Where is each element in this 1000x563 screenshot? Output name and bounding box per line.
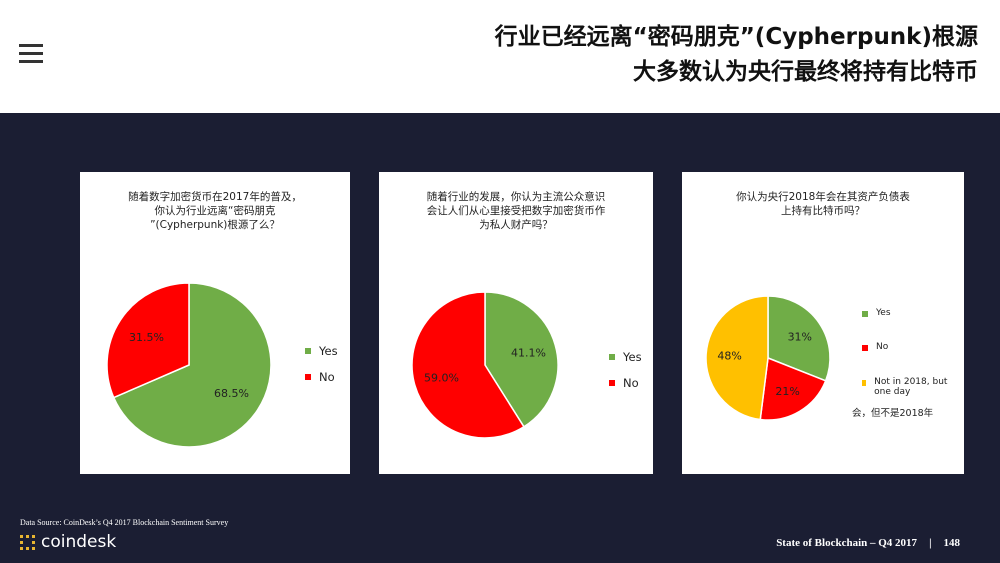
page-number: 148 <box>943 537 961 549</box>
pie-chart: 68.5% 31.5% <box>106 282 272 448</box>
separator: | <box>929 537 932 549</box>
coindesk-logo: coindesk <box>20 532 116 552</box>
title-line-1: 行业已经远离“密码朋克”(Cypherpunk)根源 <box>494 24 978 50</box>
question-line: 你认为行业远离“密码朋克 <box>154 205 276 217</box>
slide-header: 行业已经远离“密码朋克”(Cypherpunk)根源 大多数认为央行最终将持有比… <box>0 0 1000 113</box>
legend-item: Not in 2018, but one day <box>862 377 952 397</box>
legend-item: Yes <box>862 308 952 318</box>
legend-item: No <box>305 370 335 384</box>
pie-slice-no <box>106 282 190 399</box>
legend-swatch <box>305 374 311 380</box>
question-line: 为私人财产吗？ <box>479 219 553 231</box>
legend-swatch <box>862 345 868 351</box>
coindesk-logo-icon <box>20 534 35 550</box>
hamburger-menu-icon[interactable] <box>19 44 43 64</box>
report-name: State of Blockchain – Q4 2017 <box>776 537 918 549</box>
data-label: 31.5% <box>129 331 164 344</box>
question-line: 随着数字加密货币在2017年的普及， <box>128 191 302 203</box>
legend-swatch <box>862 311 868 317</box>
data-label: 48% <box>717 350 741 363</box>
legend-swatch <box>862 380 867 386</box>
legend-label: Not in 2018, but one day <box>874 377 948 397</box>
chart-card-cypherpunk: 随着数字加密货币在2017年的普及， 你认为行业远离“密码朋克 ”(Cypherpu… <box>80 172 350 474</box>
legend-item: Yes <box>609 350 642 364</box>
pie-chart: 41.1% 59.0% <box>411 291 559 439</box>
pie-slice-no <box>411 291 525 439</box>
pie-chart: 31% 21% 48% <box>705 295 831 421</box>
data-label: 31% <box>788 330 812 343</box>
data-label: 41.1% <box>511 346 546 359</box>
legend-annotation: 会，但不是2018年 <box>852 408 934 419</box>
question-line: 随着行业的发展，你认为主流公众意识 <box>426 191 606 203</box>
legend-label: Yes <box>623 350 642 364</box>
pie-slice-not <box>705 295 769 421</box>
data-source: Data Source: CoinDesk’s Q4 2017 Blockcha… <box>20 518 229 527</box>
data-label: 68.5% <box>214 387 249 400</box>
legend-label: Yes <box>319 344 338 358</box>
data-label: 59.0% <box>424 372 459 385</box>
page-title: 行业已经远离“密码朋克”(Cypherpunk)根源 大多数认为央行最终将持有比… <box>495 20 978 90</box>
logo-text: coindesk <box>41 532 117 552</box>
footer: State of Blockchain – Q4 2017 | 148 <box>776 537 960 549</box>
chart-card-private-property: 随着行业的发展，你认为主流公众意识 会让人们从心里接受把数字加密货币作 为私人财产吗… <box>379 172 653 474</box>
question-line: 会让人们从心里接受把数字加密货币作 <box>426 205 606 217</box>
legend-item: No <box>609 376 639 390</box>
chart-question: 随着数字加密货币在2017年的普及， 你认为行业远离“密码朋克 ”(Cypherpu… <box>80 190 350 232</box>
question-line: 你认为央行2018年会在其资产负债表 <box>736 191 910 203</box>
legend-label: No <box>319 370 335 384</box>
legend-item: Yes <box>305 344 338 358</box>
data-label: 21% <box>775 385 799 398</box>
pie-slice-yes <box>112 282 272 448</box>
legend-swatch <box>305 348 311 354</box>
chart-question: 随着行业的发展，你认为主流公众意识 会让人们从心里接受把数字加密货币作 为私人财产吗… <box>379 190 653 232</box>
legend-label: No <box>876 342 889 352</box>
legend-label: No <box>623 376 639 390</box>
title-line-2: 大多数认为央行最终将持有比特币 <box>633 59 978 85</box>
pie-slice-yes <box>767 295 831 382</box>
legend-item: No <box>862 342 952 352</box>
chart-card-central-bank: 你认为央行2018年会在其资产负债表 上持有比特币吗？ 31% 21% 48% Yes No… <box>682 172 964 474</box>
legend-label: Yes <box>876 308 891 318</box>
question-line: ”(Cypherpunk)根源了么？ <box>150 219 280 231</box>
legend-swatch <box>609 380 615 386</box>
question-line: 上持有比特币吗？ <box>781 205 865 217</box>
chart-question: 你认为央行2018年会在其资产负债表 上持有比特币吗？ <box>682 190 964 218</box>
pie-slice-no <box>759 356 827 421</box>
legend-swatch <box>609 354 615 360</box>
